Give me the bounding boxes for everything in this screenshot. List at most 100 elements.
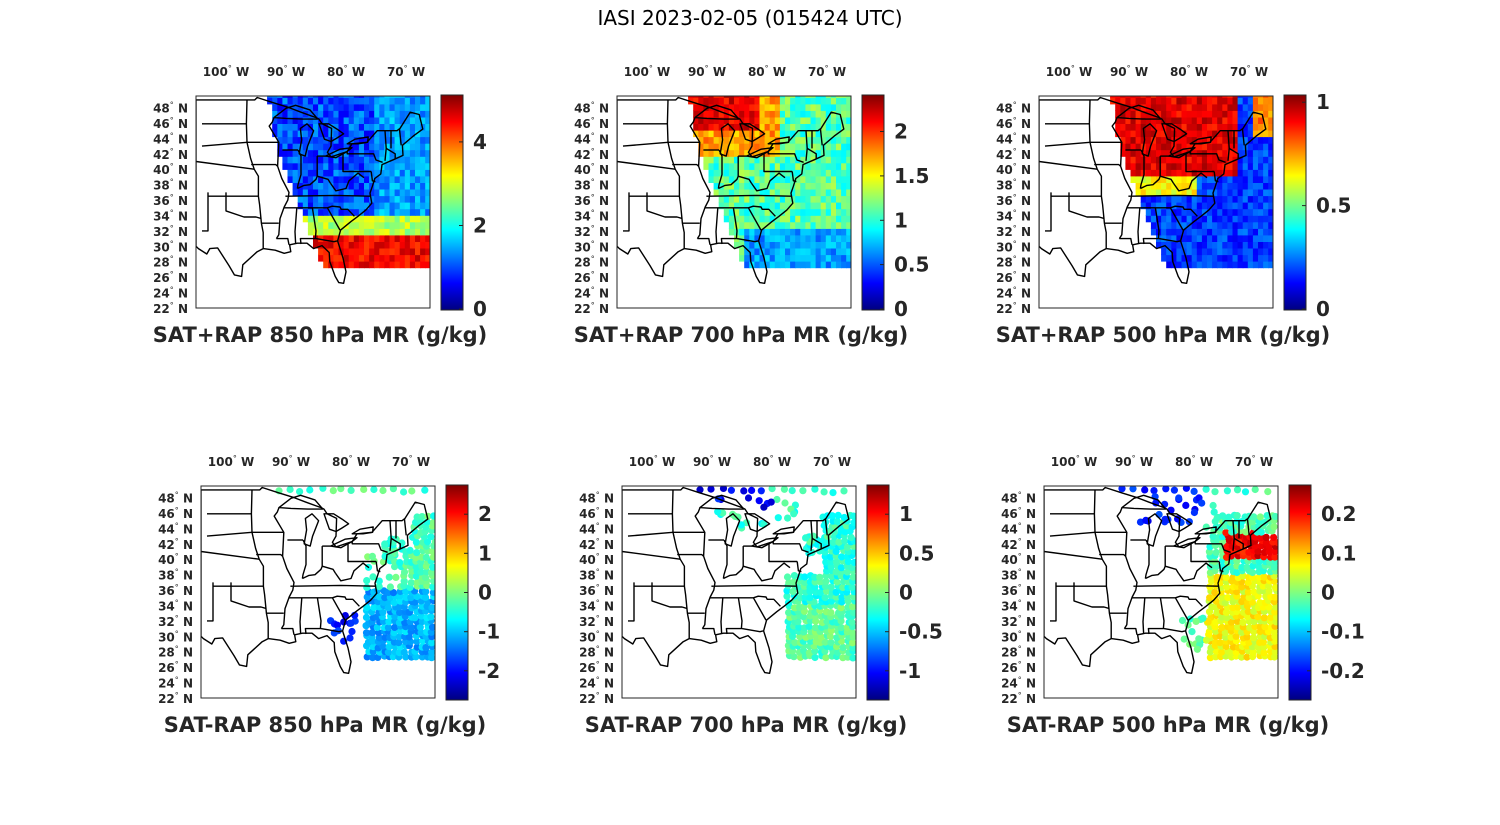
data-cell xyxy=(374,96,380,98)
data-cell xyxy=(846,136,851,144)
data-cell xyxy=(805,116,812,124)
data-point xyxy=(849,654,856,662)
data-cell xyxy=(379,136,385,144)
data-cell xyxy=(1207,182,1213,190)
data-cell xyxy=(358,188,365,197)
data-cell xyxy=(1232,169,1239,177)
data-cell xyxy=(1242,254,1249,262)
data-cell xyxy=(1150,162,1157,170)
data-cell xyxy=(744,116,750,124)
data-cell xyxy=(1135,110,1142,118)
data-cell xyxy=(703,129,710,138)
data-cell xyxy=(1196,247,1203,256)
data-cell xyxy=(394,129,401,138)
data-cell xyxy=(790,96,796,98)
data-cell xyxy=(374,234,380,242)
data-cell xyxy=(374,103,380,111)
data-cell xyxy=(1217,188,1223,197)
data-cell xyxy=(1252,149,1259,157)
data-cell xyxy=(836,247,842,256)
data-cell xyxy=(353,110,360,118)
data-cell xyxy=(348,123,355,131)
data-cell xyxy=(394,162,401,170)
data-cell xyxy=(1247,188,1254,197)
data-cell xyxy=(1161,215,1167,223)
colorbar-tick-label: -0.1 xyxy=(1321,620,1365,644)
data-cell xyxy=(1191,123,1198,131)
data-cell xyxy=(779,234,786,242)
data-cell xyxy=(1237,215,1244,223)
data-cell xyxy=(425,202,430,210)
state-border xyxy=(1144,539,1150,579)
data-cell xyxy=(328,247,334,256)
data-cell xyxy=(1222,195,1228,203)
data-point xyxy=(1267,613,1275,621)
data-cell xyxy=(795,169,801,177)
data-cell xyxy=(739,202,745,210)
lat-tick-label: 22° N xyxy=(1001,691,1036,706)
lon-tick-label: 100° W xyxy=(1046,64,1092,79)
data-point xyxy=(347,619,355,627)
state-border xyxy=(1233,537,1244,550)
data-cell xyxy=(1237,129,1244,138)
data-cell xyxy=(1263,221,1269,229)
data-cell xyxy=(374,169,380,177)
data-cell xyxy=(703,103,710,111)
data-cell xyxy=(1201,123,1208,131)
data-cell xyxy=(374,97,380,105)
data-point xyxy=(396,608,404,617)
lat-tick-label: 22° N xyxy=(153,301,188,316)
lat-tick-label: 34° N xyxy=(579,599,614,614)
data-cell xyxy=(1217,195,1223,203)
data-cell xyxy=(1196,241,1203,249)
data-cell xyxy=(1186,247,1193,256)
data-cell xyxy=(1252,215,1259,223)
data-cell xyxy=(1232,97,1239,105)
data-cell xyxy=(1268,228,1273,236)
data-cell xyxy=(1252,234,1259,242)
data-cell xyxy=(313,182,319,190)
data-cell xyxy=(343,149,350,157)
data-cell xyxy=(1263,182,1269,190)
state-border xyxy=(717,149,723,189)
data-cell xyxy=(343,162,350,170)
data-cell xyxy=(389,208,396,216)
data-point xyxy=(1188,628,1196,636)
data-cell xyxy=(1176,215,1183,223)
data-point xyxy=(794,618,802,626)
data-cell xyxy=(404,103,411,111)
data-cell xyxy=(1263,241,1269,249)
data-point xyxy=(381,540,389,548)
data-cell xyxy=(1227,162,1234,170)
data-cell xyxy=(307,103,314,111)
data-cell xyxy=(1222,254,1228,262)
data-cell xyxy=(1135,116,1142,124)
colorbar-tick-label: 0.5 xyxy=(1316,194,1351,218)
data-point xyxy=(319,486,327,492)
data-cell xyxy=(1217,116,1223,124)
data-cell xyxy=(1125,143,1132,151)
data-cell xyxy=(338,221,345,229)
data-cell xyxy=(713,143,720,151)
data-point xyxy=(850,519,856,527)
data-cell xyxy=(292,162,299,170)
data-cell xyxy=(1222,169,1228,177)
data-cell xyxy=(759,221,766,229)
data-cell xyxy=(1237,116,1244,124)
data-point xyxy=(1211,488,1219,496)
data-cell xyxy=(825,123,832,131)
state-border xyxy=(705,205,776,217)
state-border xyxy=(1124,627,1138,635)
coastline xyxy=(617,96,845,284)
data-cell xyxy=(698,136,704,144)
data-cell xyxy=(846,129,851,138)
data-cell xyxy=(795,221,801,229)
lake-outline xyxy=(324,147,353,159)
data-point xyxy=(391,623,399,631)
data-cell xyxy=(1237,149,1244,157)
data-cell xyxy=(1120,143,1126,151)
data-cell xyxy=(1212,116,1218,124)
state-border xyxy=(1145,565,1179,580)
data-cell xyxy=(779,96,786,98)
lat-tick-label: 30° N xyxy=(153,239,188,254)
